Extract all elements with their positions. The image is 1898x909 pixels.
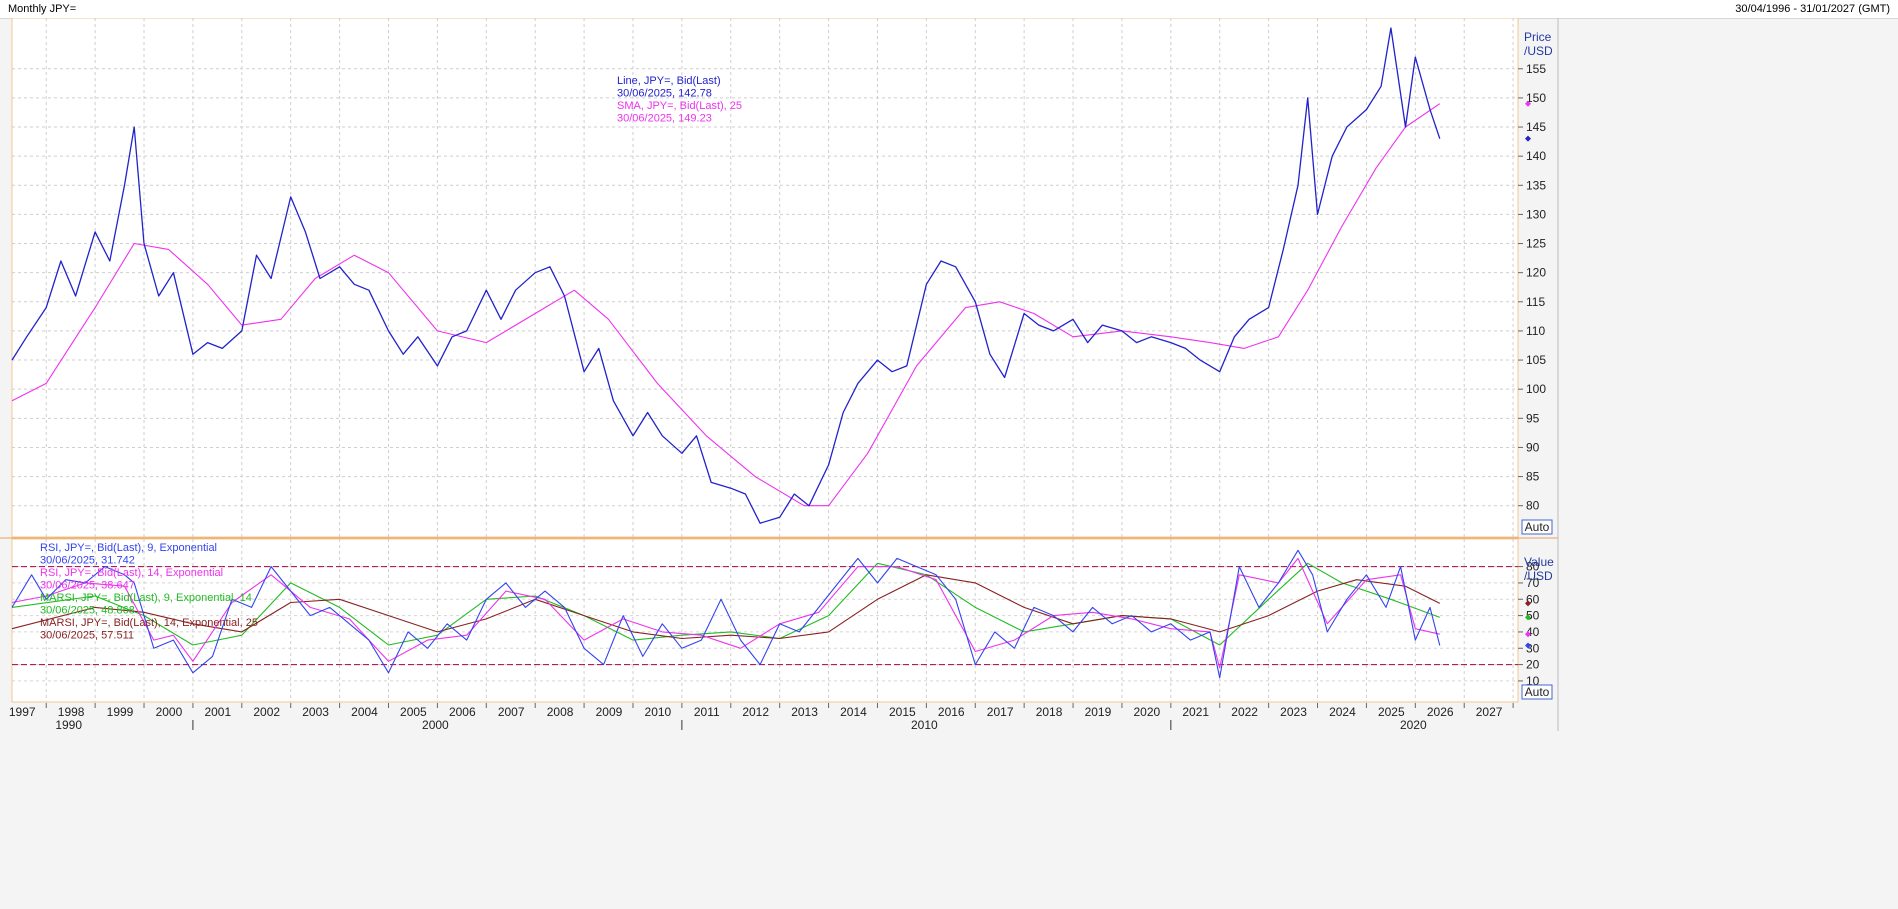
x-tick-label: 2010 <box>645 705 672 719</box>
x-tick-label: 2005 <box>400 705 427 719</box>
x-tick-label: 2002 <box>253 705 280 719</box>
price-ytick-label: 145 <box>1526 120 1546 134</box>
x-tick-label: 2008 <box>547 705 574 719</box>
price-ytick-label: 105 <box>1526 353 1546 367</box>
x-tick-label: 2000 <box>156 705 183 719</box>
price-ytick-label: 135 <box>1526 178 1546 192</box>
decade-label: 2010 <box>911 718 938 732</box>
auto-button-label: Auto <box>1525 685 1550 699</box>
price-plot-area[interactable] <box>11 18 1519 538</box>
x-tick-label: 2021 <box>1182 705 1209 719</box>
auto-button-frame[interactable] <box>1521 519 1553 535</box>
indicator-ytick-label: 10 <box>1526 674 1540 688</box>
price-ytick-label: 80 <box>1526 499 1540 513</box>
price-legend-entry: 30/06/2025, 149.23 <box>617 113 712 125</box>
x-tick-label: 2019 <box>1085 705 1112 719</box>
x-tick-label: 2016 <box>938 705 965 719</box>
indicator-ytick-label: 50 <box>1526 609 1540 623</box>
rsi-9-line[interactable] <box>11 549 1441 679</box>
indicator-legend-entry: RSI, JPY=, Bid(Last), 9, Exponential <box>40 542 217 554</box>
x-tick-label: 2015 <box>889 705 916 719</box>
price-ytick-label: 125 <box>1526 237 1546 251</box>
x-axis-background <box>0 703 1558 909</box>
x-tick-label: 1998 <box>58 705 85 719</box>
x-tick-label: 2025 <box>1378 705 1405 719</box>
price-ytick-label: 95 <box>1526 411 1540 425</box>
x-tick-label: 2023 <box>1280 705 1307 719</box>
x-tick-label: 2011 <box>694 705 720 719</box>
indicator-legend-entry: RSI, JPY=, Bid(Last), 14, Exponential <box>40 567 223 579</box>
indicator-ytick-label: 80 <box>1526 560 1540 574</box>
x-tick-label: 2026 <box>1427 705 1454 719</box>
indicator-legend-entry: MARSI, JPY=, Bid(Last), 9, Exponential, … <box>40 592 252 604</box>
price-ytick-label: 130 <box>1526 207 1546 221</box>
indicator-legend-entry: 30/06/2025, 48.868 <box>40 605 135 617</box>
price-ytick-label: 155 <box>1526 62 1546 76</box>
marsi-9-line-last-marker <box>1525 614 1531 621</box>
x-tick-label: 1997 <box>9 705 36 719</box>
price-legend-entry: Line, JPY=, Bid(Last) <box>617 75 721 87</box>
indicator-ytick-label: 20 <box>1526 658 1540 672</box>
price-ytick-label: 120 <box>1526 266 1546 280</box>
x-tick-label: 2027 <box>1476 705 1503 719</box>
indicator-auto-button[interactable]: Auto <box>1521 684 1553 700</box>
price-ytick-label: 110 <box>1526 324 1545 338</box>
chart-title: Monthly JPY= <box>8 3 77 15</box>
price-panel[interactable]: 80 85 90 95 100 105 110 115 120 125 130 135 140 145 15… <box>0 18 1558 539</box>
price-axis-title: Price <box>1524 30 1552 44</box>
rsi-9-line-last-marker <box>1525 642 1531 649</box>
indicator-legend-entry: 30/06/2025, 31.742 <box>40 555 135 567</box>
indicator-ytick-label: 70 <box>1526 576 1540 590</box>
price-ytick-label: 90 <box>1526 440 1540 454</box>
decade-label: 2020 <box>1400 718 1427 732</box>
x-tick-label: 2014 <box>840 705 867 719</box>
x-tick-label: 2020 <box>1133 705 1160 719</box>
sma-25-line[interactable] <box>11 103 1441 507</box>
chart-header: Monthly JPY= 30/04/1996 - 31/01/2027 (GM… <box>0 0 1898 19</box>
date-range: 30/04/1996 - 31/01/2027 (GMT) <box>1735 3 1890 15</box>
marsi-14-line-last-marker <box>1525 600 1531 607</box>
decade-label: 2000 <box>422 718 449 732</box>
sma-last-marker <box>1525 100 1531 107</box>
x-tick-label: 2018 <box>1036 705 1063 719</box>
price-ytick-label: 115 <box>1526 295 1545 309</box>
price-ytick-label: 85 <box>1526 470 1540 484</box>
indicator-legend-entry: 30/06/2025, 38.647 <box>40 580 135 592</box>
chart-svg[interactable]: 80 85 90 95 100 105 110 115 120 125 130 135 140 145 15… <box>0 18 1898 909</box>
x-tick-label: 2006 <box>449 705 476 719</box>
x-tick-label: 2009 <box>596 705 623 719</box>
marsi-9-line[interactable] <box>11 562 1440 646</box>
auto-button-frame[interactable] <box>1521 684 1553 700</box>
indicator-legend-entry: MARSI, JPY=, Bid(Last), 14, Exponential,… <box>40 617 258 629</box>
indicator-axis-unit: /USD <box>1524 569 1553 583</box>
x-tick-label: 2007 <box>498 705 525 719</box>
rsi-14-line[interactable] <box>11 557 1440 669</box>
x-tick-label: 1999 <box>107 705 134 719</box>
price-line[interactable] <box>11 27 1441 524</box>
x-tick-label: 2003 <box>302 705 329 719</box>
decade-label: 1990 <box>55 718 82 732</box>
price-legend-entry: SMA, JPY=, Bid(Last), 25 <box>617 100 742 112</box>
price-ytick-label: 140 <box>1526 149 1546 163</box>
x-tick-label: 2024 <box>1329 705 1356 719</box>
x-tick-label: 2004 <box>351 705 378 719</box>
x-tick-label: 2001 <box>204 705 231 719</box>
x-axis: 1997 1998 1999 2000 2001 2002 2003 2004 2005 2006… <box>0 18 1559 909</box>
x-tick-label: 2017 <box>987 705 1014 719</box>
x-tick-label: 2013 <box>791 705 818 719</box>
price-ytick-label: 150 <box>1526 91 1546 105</box>
price-legend-entry: 30/06/2025, 142.78 <box>617 88 712 100</box>
price-ytick-label: 100 <box>1526 382 1546 396</box>
price-last-marker <box>1525 135 1531 142</box>
auto-button-label: Auto <box>1525 520 1550 534</box>
x-tick-label: 2022 <box>1231 705 1258 719</box>
indicator-legend-entry: 30/06/2025, 57.511 <box>40 630 134 642</box>
price-axis-unit: /USD <box>1524 44 1553 58</box>
indicator-axis-title: Value <box>1524 555 1554 569</box>
rsi-14-line-last-marker <box>1525 631 1531 638</box>
price-auto-button[interactable]: Auto <box>1521 519 1553 535</box>
x-tick-label: 2012 <box>742 705 769 719</box>
